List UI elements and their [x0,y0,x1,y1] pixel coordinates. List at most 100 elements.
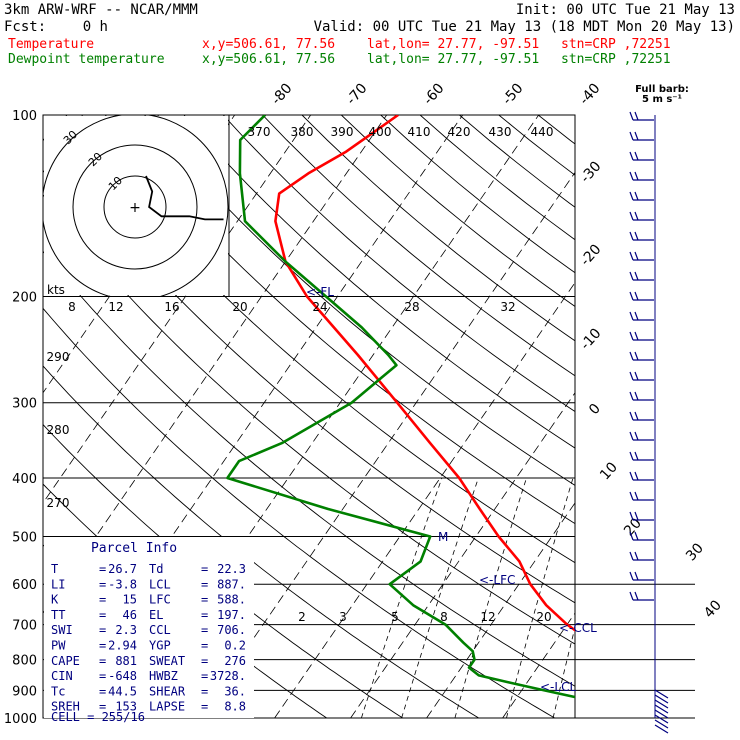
mixing-ratio-label: 8 [440,610,448,624]
parcel-param-name: SWEAT [149,654,185,668]
wind-key-value: 5 m s⁻¹ [642,94,682,105]
wind-barb-flag [634,311,639,321]
dewpoint-station: stn=CRP ,72251 [561,52,671,67]
dry-adiabat-line [43,137,575,604]
wind-barb-flag [629,131,634,141]
parcel-equals-sign: = [99,593,106,607]
wind-barb-flag [634,351,639,361]
wind-barb-flag [634,371,639,381]
parcel-param-value: 44.5 [108,684,137,698]
wind-barb [629,171,654,181]
dry-adiabat-line [43,250,575,687]
wind-barb-flag [629,191,634,201]
parcel-param-value: 588. [217,593,246,607]
temperature-tick-label: 40 [701,597,725,621]
mixing-ratio-label: 32 [500,300,515,314]
dewpoint-latlon: lat,lon= 27.77, -97.51 [367,52,539,67]
isotherm-line [122,115,539,719]
parcel-param-name: LAPSE [149,700,185,714]
parcel-param-name: K [51,593,59,607]
parcel-equals-sign: = [99,577,106,591]
dry-adiabat-line [262,115,575,377]
theta-e-label: 290 [47,350,70,364]
wind-barb [629,411,654,421]
wind-barb-flag [634,171,639,181]
theta-label: 430 [489,125,512,139]
parcel-param-value: 881 [115,654,137,668]
wind-barb-flag [634,291,639,301]
wind-barb-flag [629,251,634,261]
wind-barb [629,291,654,301]
mixing-ratio-label: 24 [312,300,327,314]
wind-barb [629,311,654,321]
parcel-param-name: HWBZ [149,669,178,683]
temperature-tick-label: 0 [586,401,604,418]
wind-barb-flag [634,591,639,601]
wind-barb [629,431,654,441]
wind-barb-flag [634,571,639,581]
hodograph-trace [145,175,224,221]
dry-adiabat-line [144,115,575,486]
wind-barb-flag [629,571,634,581]
wind-barb-flag [629,371,634,381]
pressure-tick-label: 800 [12,654,37,669]
temperature-tick-label: -60 [420,80,447,108]
mixing-ratio-label: 5 [391,610,399,624]
parcel-param-value: 22.3 [217,562,246,576]
parcel-equals-sign: = [201,623,208,637]
wind-barb-flag [629,491,634,501]
wind-barb-flag [629,351,634,361]
temperature-tick-label: -40 [576,80,603,108]
temperature-tick-label: -30 [577,158,604,186]
wind-barb-flag [634,331,639,341]
parcel-level-marker: M [438,530,448,544]
parcel-param-value: -3.8 [108,577,137,591]
parcel-equals-sign: = [99,639,106,653]
parcel-param-value: 153 [115,700,137,714]
temperature-xy: x,y=506.61, 77.56 [202,37,335,52]
init-time: Init: 00 UTC Tue 21 May 13 [516,2,735,18]
wind-barb-flag [634,551,639,561]
wind-barb-flag [634,151,639,161]
wind-barb-flag [629,331,634,341]
parcel-param-value: 276 [224,654,246,668]
parcel-param-value: 15 [123,593,137,607]
wind-barb-low-level [654,714,669,724]
wind-barb-flag [634,271,639,281]
parcel-param-value: 2.94 [108,639,137,653]
parcel-param-name: CIN [51,669,73,683]
wind-barb-flag [629,511,634,521]
parcel-equals-sign: = [201,669,208,683]
hodograph-ring [72,144,198,270]
temperature-tick-label: -80 [268,80,295,108]
wind-barb [629,591,654,601]
wind-barb-flag [634,131,639,141]
wind-barb-flag [634,211,639,221]
dewpoint-legend: Dewpoint temperature [8,52,165,67]
forecast-hour: 0 h [83,19,108,35]
wind-barb-flag [629,451,634,461]
parcel-param-name: Td [149,562,163,576]
parcel-equals-sign: = [201,700,208,714]
wind-barb-low-level [654,709,669,719]
wind-barb [629,451,654,461]
parcel-info-background [44,537,254,718]
parcel-equals-sign: = [201,684,208,698]
isotherm-line [655,115,740,718]
parcel-param-value: 26.7 [108,562,137,576]
mixing-ratio-label: 2 [298,610,306,624]
parcel-equals-sign: = [99,684,106,698]
isotherm-line [43,115,311,504]
wind-barb-flag [634,511,639,521]
parcel-cell-value: CELL = 255/16 [51,710,145,724]
wind-barb-flag [629,171,634,181]
wind-barb-flag [629,391,634,401]
wind-barb-flag [629,291,634,301]
parcel-equals-sign: = [201,562,208,576]
dry-adiabat-line [340,115,575,307]
parcel-param-value: 8.8 [224,700,246,714]
wind-barb [629,391,654,401]
pressure-tick-label: 100 [12,109,37,124]
wind-barb [629,111,654,121]
